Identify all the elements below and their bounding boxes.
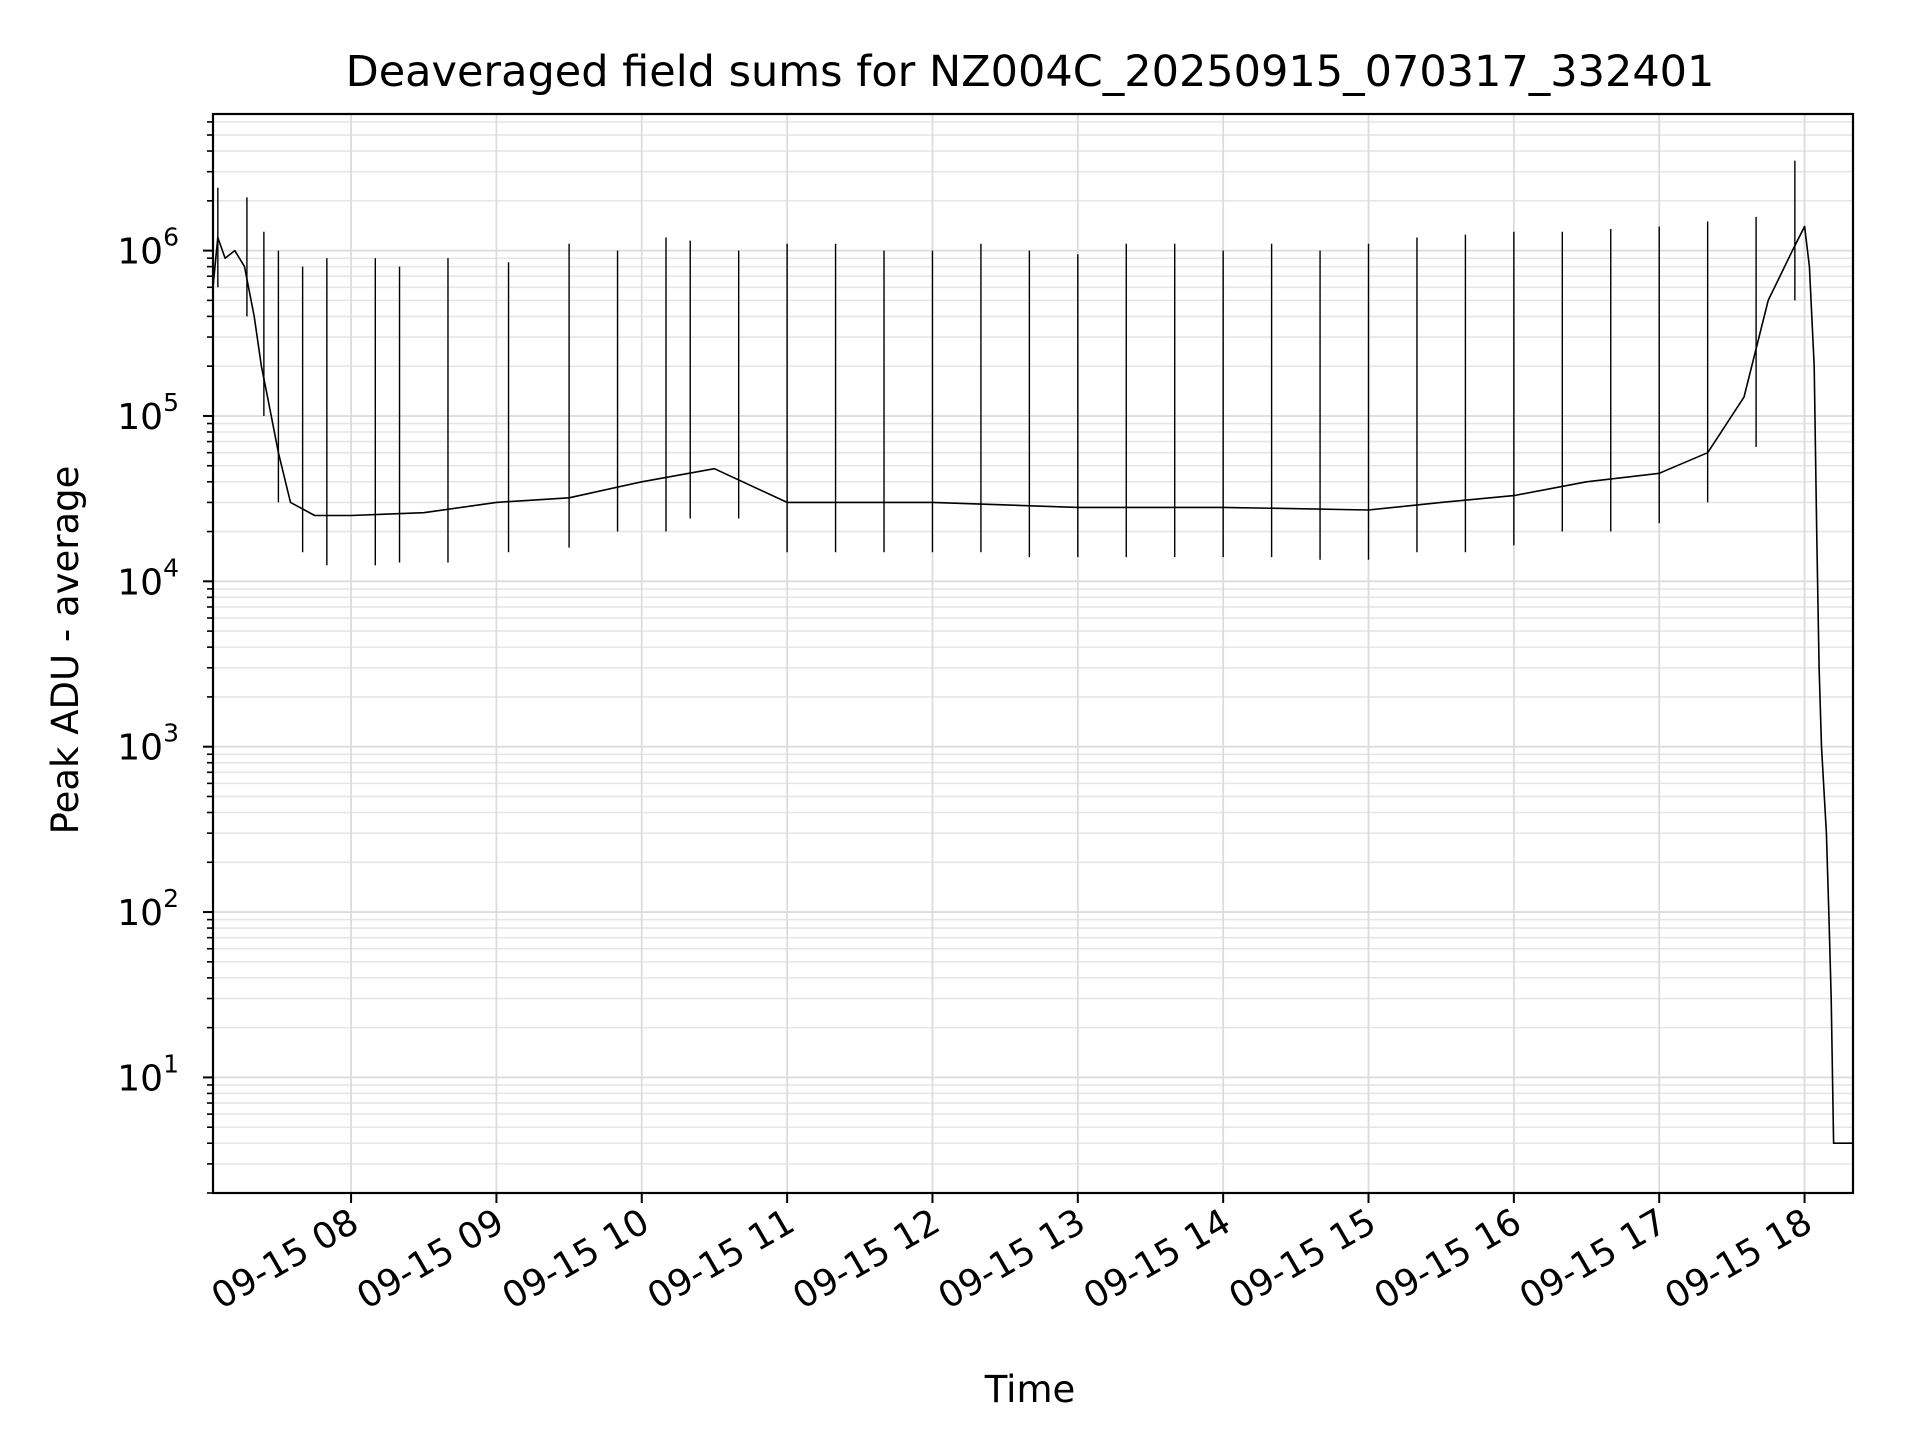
y-tick-label: 101 bbox=[117, 1049, 179, 1099]
y-tick-label-base: 10 bbox=[117, 562, 163, 603]
y-tick-label-exponent: 1 bbox=[163, 1049, 179, 1078]
y-tick-label-base: 10 bbox=[117, 1058, 163, 1099]
y-tick-label-exponent: 5 bbox=[163, 388, 179, 417]
y-tick-label-base: 10 bbox=[117, 893, 163, 934]
y-tick-label-exponent: 2 bbox=[163, 884, 179, 913]
y-tick-label-exponent: 6 bbox=[163, 223, 179, 252]
y-tick-label-exponent: 3 bbox=[163, 719, 179, 748]
y-tick-label-base: 10 bbox=[117, 728, 163, 769]
y-tick-label-base: 10 bbox=[117, 397, 163, 438]
x-axis-label: Time bbox=[984, 1368, 1076, 1411]
series-layer bbox=[212, 160, 1853, 1144]
chart-title: Deaveraged field sums for NZ004C_2025091… bbox=[346, 47, 1715, 97]
y-tick-label: 103 bbox=[117, 719, 179, 769]
y-tick-label: 106 bbox=[117, 223, 179, 273]
plot-frame bbox=[211, 112, 1855, 1195]
y-axis-label: Peak ADU - average bbox=[44, 466, 87, 835]
y-tick-label-base: 10 bbox=[117, 232, 163, 273]
y-tick-label: 102 bbox=[117, 884, 179, 934]
y-tick-label: 104 bbox=[117, 553, 179, 603]
y-tick-label-exponent: 4 bbox=[163, 553, 179, 582]
minor-gridlines bbox=[213, 121, 1853, 1194]
y-tick-label: 105 bbox=[117, 388, 179, 438]
